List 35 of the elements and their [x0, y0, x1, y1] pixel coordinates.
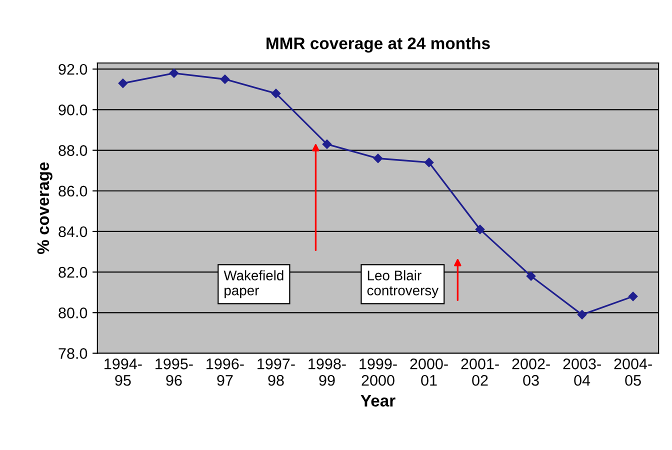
x-axis-title: Year	[360, 394, 396, 407]
point	[424, 158, 434, 168]
y-tick-label: 78.0	[58, 348, 88, 359]
annotation: Wakefield paper	[224, 270, 284, 298]
y-tick-label: 90.0	[58, 104, 88, 116]
point	[169, 68, 179, 78]
y-tick-label: 88.0	[58, 145, 88, 156]
y-tick-label: 86.0	[58, 186, 88, 197]
x-tick-label: 1997- 98	[258, 358, 295, 386]
x-tick-label: 1999- 2000	[360, 358, 397, 386]
annotation: Leo Blair controversy	[367, 270, 439, 298]
chart-title: MMR coverage at 24 months	[266, 37, 490, 53]
x-tick-label: 1996- 97	[206, 358, 244, 386]
x-tick-label: 2000- 01	[410, 358, 448, 386]
y-axis-title: % coverage	[37, 162, 52, 254]
point	[526, 271, 536, 281]
y-tick-label: 84.0	[58, 226, 88, 238]
x-tick-label: 1994- 95	[104, 358, 142, 386]
point	[118, 78, 128, 88]
x-tick-label: 2001- 02	[461, 358, 499, 386]
y-tick-label: 80.0	[58, 308, 88, 318]
point	[475, 224, 485, 234]
point	[220, 74, 230, 84]
point	[577, 310, 587, 320]
x-tick-label: 1998- 99	[308, 358, 346, 386]
x-tick-label: 2003- 04	[563, 358, 601, 386]
point	[271, 88, 281, 98]
x-tick-label: 2002- 03	[512, 358, 550, 386]
y-tick-label: 92.0	[58, 64, 88, 75]
point	[628, 292, 638, 302]
y-tick-label: 82.0	[58, 266, 88, 278]
point	[322, 140, 332, 149]
x-tick-label: 2004- 05	[614, 358, 652, 386]
point	[373, 154, 383, 164]
x-tick-label: 1995- 96	[156, 358, 193, 386]
